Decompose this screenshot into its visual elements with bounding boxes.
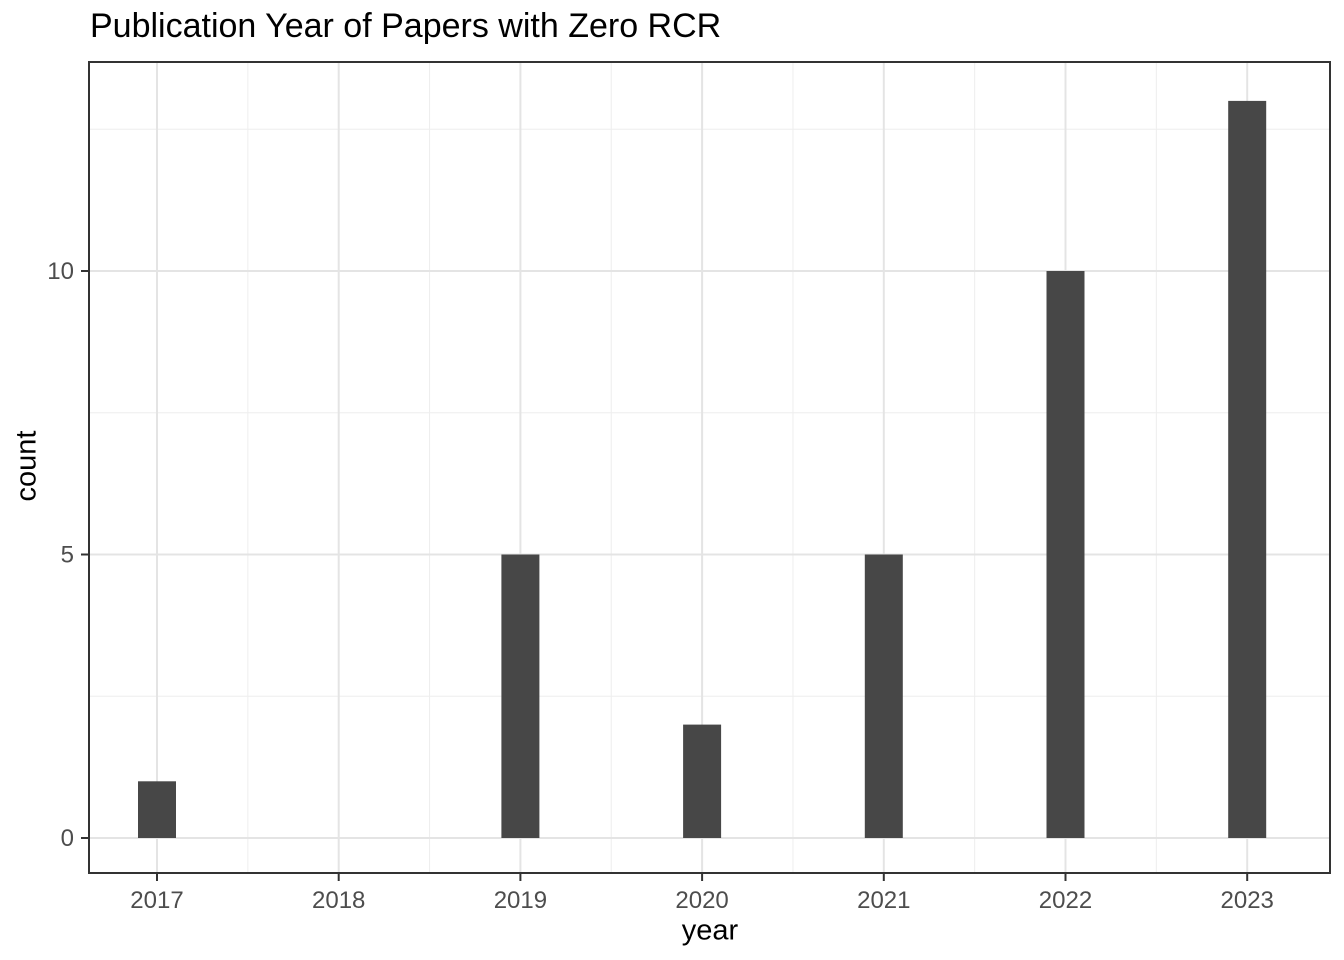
- y-axis-title: count: [10, 430, 43, 502]
- x-tick-label-2017: 2017: [130, 887, 183, 914]
- bar-2021: [864, 554, 903, 838]
- y-tick-label-0: 0: [61, 825, 74, 852]
- x-axis-title: year: [681, 914, 739, 947]
- chart-title: Publication Year of Papers with Zero RCR: [90, 7, 722, 45]
- panel-border: [88, 61, 1331, 874]
- x-tick-label-2022: 2022: [1039, 887, 1092, 914]
- x-tick-label-2020: 2020: [675, 887, 728, 914]
- bar-2017: [138, 781, 176, 838]
- x-tick-label-2021: 2021: [857, 887, 910, 914]
- x-tick-label-2023: 2023: [1221, 887, 1274, 914]
- bar-2022: [1046, 271, 1085, 838]
- x-tick-label-2019: 2019: [494, 887, 547, 914]
- y-tick-label-5: 5: [61, 542, 74, 569]
- bar-2023: [1228, 100, 1267, 838]
- bar-2019: [501, 554, 540, 838]
- x-tick-label-2018: 2018: [312, 887, 365, 914]
- y-tick-label-10: 10: [47, 258, 74, 285]
- bar-2020: [683, 724, 722, 838]
